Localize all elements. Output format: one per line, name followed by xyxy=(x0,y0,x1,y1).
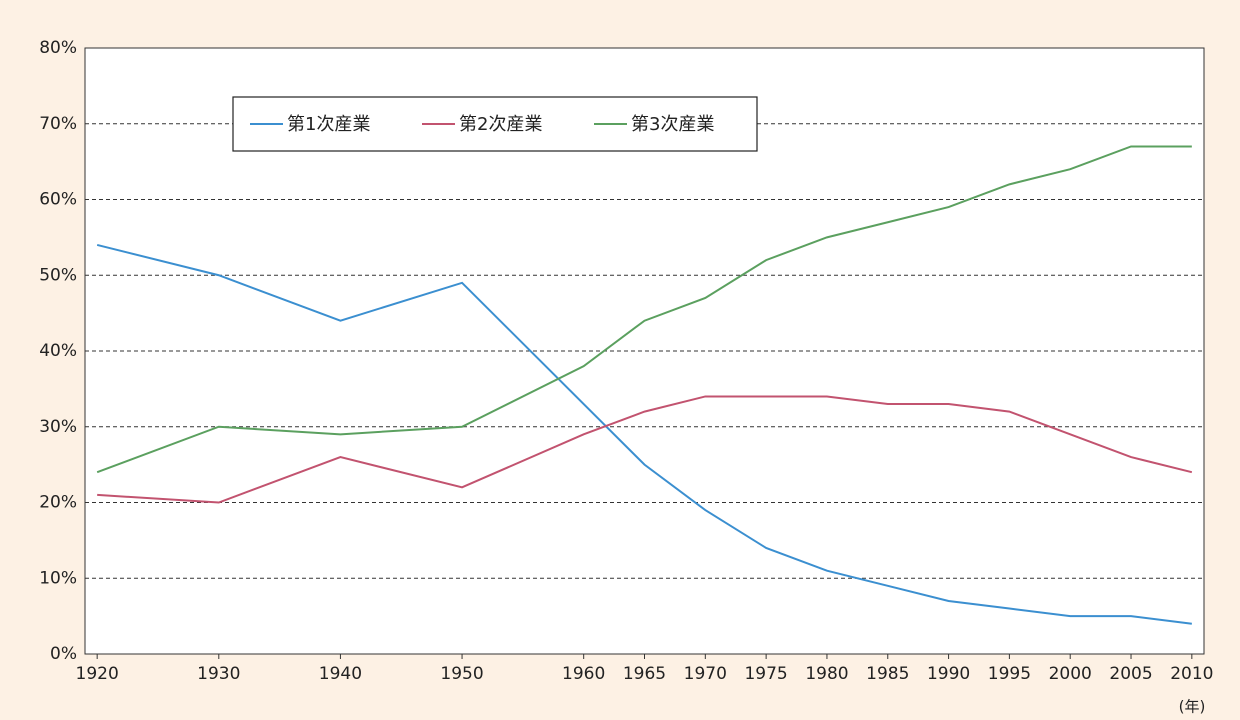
y-tick-label: 0% xyxy=(50,644,77,664)
x-tick-label: 1985 xyxy=(866,664,909,684)
series-line xyxy=(96,145,1192,474)
x-tick-label: 2000 xyxy=(1049,664,1092,684)
y-tick-label: 40% xyxy=(39,341,77,361)
x-tick-label: 1975 xyxy=(744,664,787,684)
x-tick-label: 1995 xyxy=(988,664,1031,684)
y-tick-label: 20% xyxy=(39,493,77,513)
x-tick-label: 1965 xyxy=(623,664,666,684)
x-tick-label: 2005 xyxy=(1109,664,1152,684)
legend: 第1次産業 第2次産業 第3次産業 xyxy=(232,96,758,152)
y-tick-label: 80% xyxy=(39,38,77,58)
legend-label: 第3次産業 xyxy=(631,114,714,135)
x-tick-label: 2010 xyxy=(1170,664,1213,684)
legend-label: 第1次産業 xyxy=(287,114,370,135)
x-tick-label: 1940 xyxy=(319,664,362,684)
legend-box xyxy=(232,96,758,152)
x-axis-unit: (年) xyxy=(1179,698,1206,716)
series-line xyxy=(96,243,1192,625)
x-tick-label: 1990 xyxy=(927,664,970,684)
y-tick-label: 50% xyxy=(39,265,77,285)
y-tick-label: 70% xyxy=(39,114,77,134)
x-tick-label: 1930 xyxy=(197,664,240,684)
legend-label: 第2次産業 xyxy=(459,114,542,135)
x-tick-label: 1970 xyxy=(684,664,727,684)
x-tick-label: 1950 xyxy=(440,664,483,684)
x-tick-label: 1960 xyxy=(562,664,605,684)
series-line xyxy=(97,395,1193,504)
y-tick-label: 30% xyxy=(39,417,77,437)
x-tick-label: 1920 xyxy=(76,664,119,684)
x-tick-label: 1980 xyxy=(805,664,848,684)
y-tick-label: 60% xyxy=(39,190,77,210)
y-tick-label: 10% xyxy=(39,568,77,588)
